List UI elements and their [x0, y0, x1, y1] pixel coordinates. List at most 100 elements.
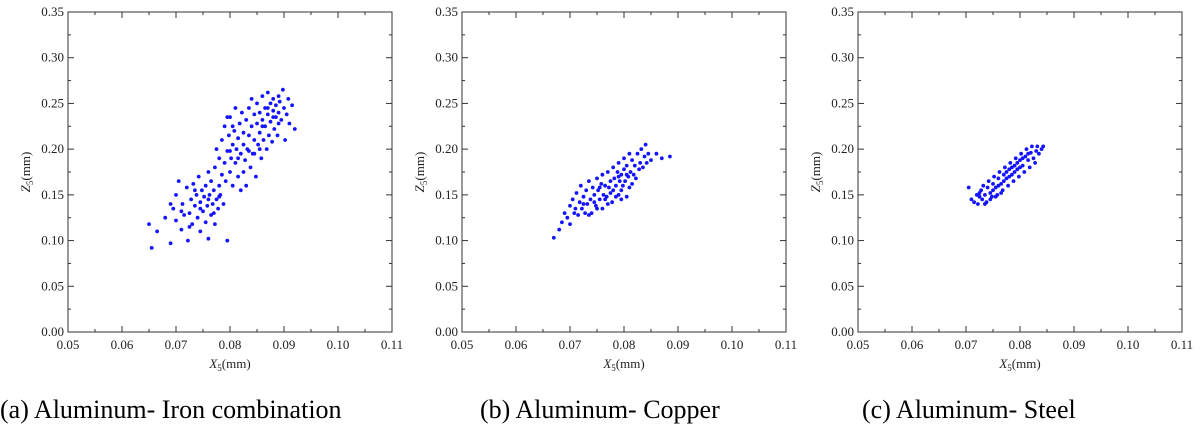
scatter-point — [557, 227, 562, 232]
scatter-point — [614, 194, 618, 199]
scatter-point — [1024, 147, 1029, 152]
scatter-point — [1035, 144, 1040, 149]
scatter-point — [237, 121, 242, 126]
scatter-point — [254, 174, 258, 179]
scatter-point — [596, 188, 600, 193]
y-tick-label: 0.25 — [435, 95, 458, 110]
scatter-point — [1033, 161, 1037, 165]
panel-b: 0.05 0.06 0.07 0.08 0.09 0.10 0.110.000.050.10… — [412, 4, 797, 424]
x-tick-label: 0.05 — [57, 337, 80, 352]
scatter-point — [292, 127, 297, 131]
scatter-point — [193, 203, 197, 208]
scatter-point — [225, 149, 230, 153]
scatter-point — [203, 183, 208, 188]
scatter-point — [974, 193, 979, 197]
scatter-point — [240, 110, 244, 115]
scatter-point — [236, 174, 241, 179]
scatter-point — [207, 193, 212, 197]
scatter-point — [211, 188, 216, 193]
y-tick-label: 0.10 — [41, 233, 64, 248]
panel-a: 0.05 0.06 0.07 0.08 0.09 0.10 0.110.000.050.10… — [0, 4, 403, 424]
scatter-point — [969, 197, 974, 202]
scatter-point — [578, 183, 583, 188]
scatter-point — [241, 170, 246, 174]
scatter-point — [622, 156, 626, 161]
scatter-point — [590, 185, 595, 190]
scatter-point — [568, 222, 572, 227]
scatter-point — [1015, 161, 1020, 165]
scatter-point — [1008, 161, 1013, 165]
scatter-point — [252, 112, 257, 117]
scatter-point — [275, 133, 280, 138]
scatter-point — [206, 170, 211, 174]
scatter-point — [179, 209, 184, 214]
scatter-point — [255, 101, 259, 106]
scatter-point — [644, 161, 649, 165]
scatter-point — [263, 106, 267, 110]
scatter-point — [272, 127, 277, 131]
scatter-point — [654, 151, 659, 156]
y-tick-label: 0.25 — [831, 95, 854, 110]
scatter-point — [988, 197, 993, 202]
scatter-point — [216, 206, 221, 211]
scatter-point — [619, 197, 624, 202]
scatter-point — [168, 202, 173, 206]
scatter-point — [993, 185, 998, 190]
scatter-point — [993, 194, 998, 199]
scatter-point — [632, 163, 637, 168]
x-tick-label: 0.10 — [327, 337, 350, 352]
scatter-point — [997, 170, 1002, 174]
scatter-point — [581, 194, 586, 199]
scatter-point — [247, 149, 251, 153]
scatter-point — [1007, 167, 1012, 172]
scatter-point — [646, 151, 651, 156]
scatter-point — [572, 211, 577, 216]
scatter-point — [595, 206, 599, 211]
x-axis-label: X5(mm) — [998, 356, 1040, 373]
scatter-point — [1026, 158, 1030, 163]
panel-c: 0.05 0.06 0.07 0.08 0.09 0.10 0.110.000.050.10… — [808, 4, 1193, 424]
scatter-point — [227, 133, 231, 138]
x-tick-label: 0.08 — [219, 337, 242, 352]
y-tick-label: 0.20 — [435, 141, 458, 156]
x-tick-label: 0.07 — [165, 337, 188, 352]
scatter-point — [1020, 163, 1025, 168]
y-tick-label: 0.00 — [41, 324, 64, 339]
scatter-point — [597, 197, 602, 202]
scatter-point — [284, 112, 289, 117]
scatter-point — [659, 156, 664, 161]
scatter-point — [233, 106, 238, 110]
scatter-point — [238, 151, 243, 156]
scatter-point — [241, 142, 246, 147]
scatter-point — [206, 236, 211, 241]
scatter-point — [641, 165, 645, 170]
scatter-point — [249, 97, 254, 101]
scatter-point — [229, 156, 234, 161]
scatter-points — [147, 87, 297, 250]
scatter-points — [551, 142, 672, 240]
scatter-point — [597, 185, 602, 190]
scatter-point — [574, 191, 579, 195]
scatter-point — [1030, 144, 1034, 149]
scatter-point — [213, 165, 217, 170]
scatter-point — [230, 142, 235, 147]
scatter-point — [190, 222, 195, 227]
scatter-point — [986, 179, 991, 184]
scatter-points — [966, 144, 1046, 206]
scatter-point — [210, 202, 215, 206]
scatter-point — [184, 185, 189, 190]
x-tick-label: 0.06 — [901, 337, 924, 352]
scatter-point — [551, 235, 556, 240]
scatter-point — [225, 238, 230, 243]
scatter-point — [217, 194, 222, 199]
y-axis-label: Z5(mm) — [808, 152, 825, 193]
scatter-point — [279, 118, 284, 122]
x-tick-label: 0.10 — [1117, 337, 1140, 352]
y-tick-label: 0.05 — [435, 278, 458, 293]
scatter-point — [595, 176, 599, 181]
scatter-point — [217, 156, 222, 161]
scatter-point — [619, 172, 624, 177]
scatter-point — [176, 179, 181, 184]
scatter-point — [194, 193, 199, 197]
